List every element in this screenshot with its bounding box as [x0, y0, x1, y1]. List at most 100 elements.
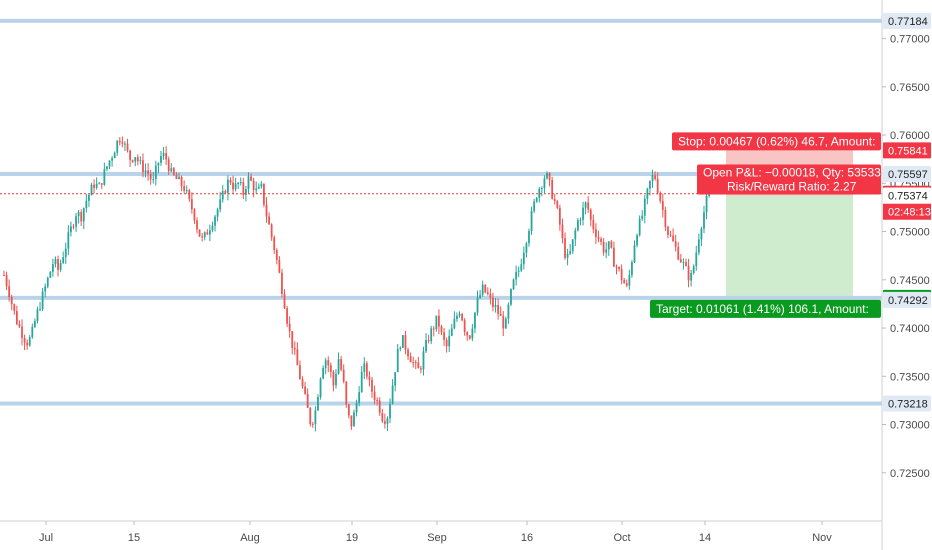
price-tag-box [883, 142, 931, 159]
candle-body [371, 379, 373, 392]
candle-body [669, 234, 672, 236]
countdown-box [883, 203, 931, 220]
candle-body [165, 153, 168, 160]
candle-body [275, 249, 278, 260]
candle-body [64, 248, 67, 258]
candle-body [139, 160, 142, 162]
candle-body [556, 201, 559, 208]
candle-body [551, 180, 554, 199]
price-tag-box [883, 187, 931, 204]
candle-body [697, 239, 700, 253]
candle-body [28, 337, 31, 346]
horizontal-levels[interactable] [0, 18, 882, 406]
candle-body [245, 189, 247, 195]
candle-body [386, 418, 389, 424]
time-tick-label: Aug [240, 532, 260, 544]
candle-body [152, 178, 155, 180]
candle-body [641, 215, 644, 219]
candle-body [226, 179, 229, 193]
pnl-label-box [697, 164, 881, 195]
candle-body [211, 225, 214, 231]
candle-body [206, 232, 209, 235]
candle-body [100, 183, 103, 185]
candle-body [234, 183, 237, 190]
candle-body [26, 342, 29, 346]
candle-body [124, 143, 126, 145]
candle-body [237, 183, 240, 185]
candle-body [654, 175, 656, 179]
candle-body [389, 403, 391, 419]
candle-body [471, 328, 474, 339]
candle-body [530, 210, 533, 231]
candle-body [322, 367, 325, 379]
stop-label: Stop: 0.00467 (0.62%) 46.7, Amount: [678, 134, 875, 148]
candle-body [594, 229, 597, 237]
candle-body [610, 241, 613, 248]
candle-body [288, 323, 291, 332]
time-tick-label: Sep [427, 532, 447, 544]
candle-body [391, 385, 394, 404]
candle-body [319, 378, 322, 398]
candle-body [257, 186, 260, 189]
candle-body [88, 195, 90, 201]
candle-body [193, 209, 196, 221]
candle-body [278, 259, 281, 273]
candle-body [381, 412, 384, 422]
candle-body [126, 143, 129, 151]
candle-body [474, 312, 476, 329]
candle-body [540, 188, 543, 190]
price-tag-box [883, 12, 931, 29]
candle-body [373, 391, 376, 401]
candle-body [690, 272, 693, 281]
candle-body [103, 169, 106, 185]
time-axis[interactable]: Jul 15 Aug 19 Sep 16 Oct 14 Nov [39, 521, 832, 544]
candle-body [399, 347, 402, 349]
candle-body [265, 204, 268, 217]
candle-body [605, 249, 608, 253]
candle-body [5, 275, 8, 287]
candle-body [664, 210, 667, 227]
candle-body [252, 180, 255, 191]
candle-body [643, 198, 646, 216]
candle-body [214, 216, 216, 226]
price-tick-label: 0.72500 [890, 468, 930, 480]
candle-body [615, 266, 618, 268]
candle-body [162, 153, 165, 157]
candle-body [172, 168, 175, 175]
position-labels[interactable]: Stop: 0.00467 (0.62%) 46.7, Amount: Open… [650, 132, 881, 318]
candle-body [142, 160, 144, 173]
candle-body [106, 166, 108, 170]
candle-body [368, 376, 371, 380]
candle-body [255, 188, 258, 191]
candle-body [649, 180, 651, 189]
candle-body [129, 150, 132, 161]
candle-body [67, 232, 70, 249]
candle-body [682, 262, 685, 264]
candle-body [571, 239, 574, 252]
candle-body [633, 245, 636, 263]
candle-body [602, 241, 605, 253]
candle-body [291, 331, 294, 348]
candle-body [425, 340, 427, 352]
candle-body [365, 363, 368, 377]
candle-body [569, 251, 572, 254]
candle-body [656, 178, 659, 193]
candle-body [435, 315, 438, 330]
candle-body [283, 293, 286, 309]
candle-body [363, 363, 366, 372]
open-pnl-label: Open P&L: −0.00018, Qty: 53533 [703, 165, 881, 179]
candle-body [705, 196, 708, 213]
candle-body [378, 400, 381, 413]
candle-body [613, 247, 615, 267]
candle-body [597, 236, 600, 239]
candle-body [623, 280, 626, 284]
candle-body [147, 170, 150, 174]
candle-body [8, 286, 11, 298]
candle-body [296, 349, 299, 366]
candle-body [198, 229, 201, 237]
candle-body [376, 400, 379, 402]
price-tag-text: 0.77184 [888, 16, 928, 28]
candle-body [196, 220, 198, 230]
candle-body [75, 216, 77, 227]
